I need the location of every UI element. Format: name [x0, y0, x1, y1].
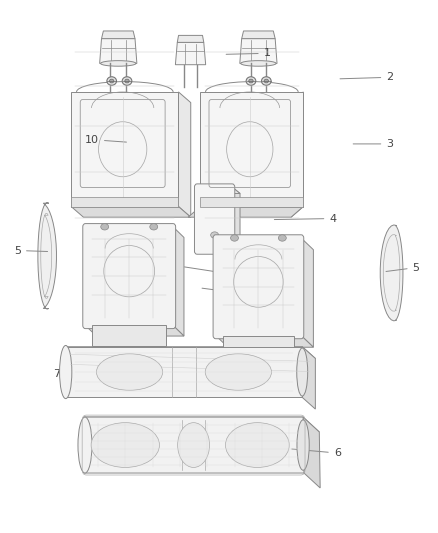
Ellipse shape: [226, 423, 289, 467]
Text: 1: 1: [226, 49, 271, 58]
Polygon shape: [38, 203, 57, 309]
Text: 3: 3: [353, 139, 393, 149]
Polygon shape: [92, 325, 166, 346]
Text: 8: 8: [202, 287, 231, 296]
Polygon shape: [85, 325, 184, 336]
Polygon shape: [200, 197, 303, 207]
Polygon shape: [66, 347, 302, 398]
Text: 6: 6: [292, 448, 341, 458]
Ellipse shape: [101, 224, 109, 230]
Polygon shape: [84, 417, 304, 473]
Polygon shape: [71, 207, 191, 217]
Polygon shape: [66, 347, 315, 359]
Ellipse shape: [241, 61, 276, 66]
Polygon shape: [303, 417, 320, 488]
Text: 10: 10: [85, 135, 127, 144]
Polygon shape: [71, 197, 178, 207]
Polygon shape: [173, 227, 184, 336]
Text: 2: 2: [340, 72, 393, 82]
Polygon shape: [188, 207, 303, 217]
Polygon shape: [100, 39, 137, 63]
Ellipse shape: [91, 423, 159, 467]
FancyBboxPatch shape: [213, 235, 304, 339]
Ellipse shape: [246, 77, 256, 85]
Text: 4: 4: [274, 214, 336, 223]
Polygon shape: [215, 336, 314, 348]
Ellipse shape: [60, 345, 72, 399]
Ellipse shape: [205, 354, 272, 390]
Ellipse shape: [297, 348, 307, 396]
Ellipse shape: [230, 235, 238, 241]
Ellipse shape: [78, 417, 92, 473]
Ellipse shape: [279, 235, 286, 241]
Ellipse shape: [178, 423, 209, 467]
Polygon shape: [175, 43, 206, 64]
Ellipse shape: [264, 79, 268, 83]
Ellipse shape: [261, 77, 271, 85]
Polygon shape: [232, 187, 240, 257]
Polygon shape: [200, 92, 303, 207]
Polygon shape: [177, 35, 204, 43]
Polygon shape: [178, 92, 191, 217]
Polygon shape: [102, 31, 135, 39]
Text: 9: 9: [184, 267, 227, 278]
Ellipse shape: [122, 77, 132, 85]
Ellipse shape: [110, 79, 114, 83]
FancyBboxPatch shape: [83, 224, 176, 328]
Ellipse shape: [249, 79, 253, 83]
Ellipse shape: [107, 77, 117, 85]
Text: 5: 5: [386, 263, 420, 272]
Polygon shape: [291, 92, 303, 217]
Text: 5: 5: [14, 246, 48, 255]
Text: 7: 7: [53, 369, 98, 379]
Ellipse shape: [96, 354, 162, 390]
Polygon shape: [242, 31, 275, 39]
Polygon shape: [301, 238, 314, 348]
Polygon shape: [71, 92, 178, 207]
Polygon shape: [223, 336, 294, 356]
FancyBboxPatch shape: [194, 184, 235, 254]
Ellipse shape: [150, 224, 158, 230]
Polygon shape: [197, 187, 240, 193]
Polygon shape: [84, 417, 319, 432]
Polygon shape: [380, 225, 403, 321]
Ellipse shape: [211, 232, 219, 238]
Ellipse shape: [125, 79, 129, 83]
Ellipse shape: [297, 420, 309, 470]
Polygon shape: [302, 347, 315, 409]
Ellipse shape: [101, 61, 136, 66]
Polygon shape: [240, 39, 277, 63]
